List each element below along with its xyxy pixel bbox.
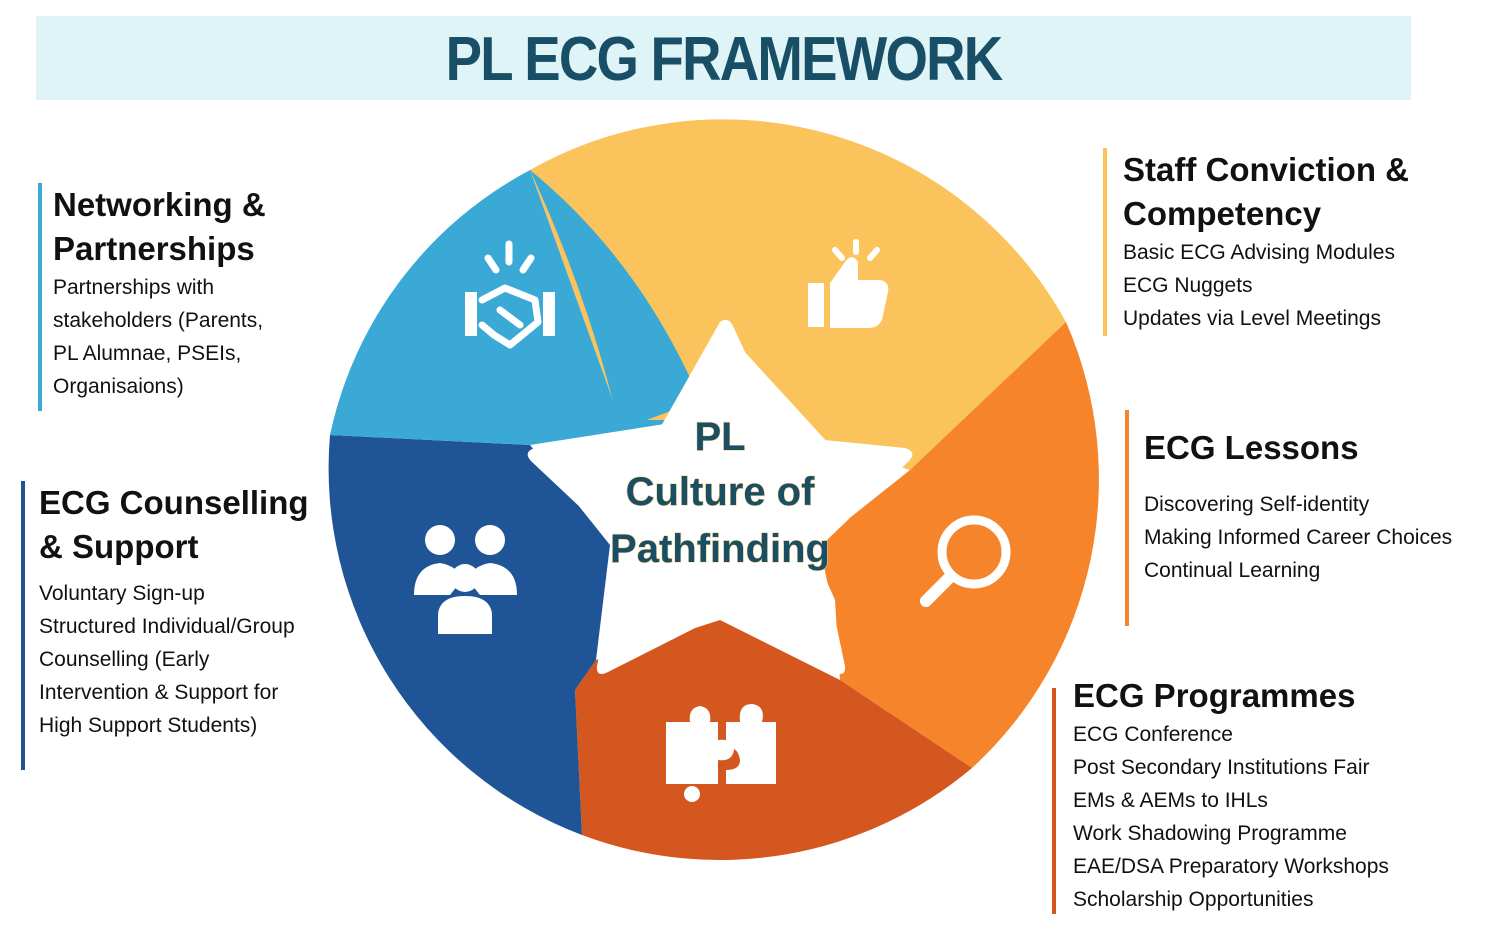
networking-list: Partnerships with stakeholders (Parents,… [53,271,308,403]
programmes-item: Work Shadowing Programme [1073,822,1347,845]
lessons-item: Making Informed Career Choices [1144,526,1453,549]
counselling-section: ECG Counselling & Support Voluntary Sign… [21,481,331,770]
lessons-accent-bar [1125,410,1129,626]
networking-item: Organisaions) [53,375,184,398]
programmes-list: ECG Conference Post Secondary Institutio… [1073,718,1432,916]
programmes-item: Scholarship Opportunities [1073,888,1314,911]
counselling-heading-line2: & Support [39,528,199,565]
staff-item: Updates via Level Meetings [1123,307,1381,330]
counselling-item: Voluntary Sign-up [39,582,205,605]
staff-section: Staff Conviction & Competency Basic ECG … [1103,148,1433,336]
staff-list: Basic ECG Advising Modules ECG Nuggets U… [1123,236,1433,335]
staff-heading-line1: Staff Conviction & [1123,151,1409,188]
staff-heading-line2: Competency [1123,195,1322,232]
segment-networking [330,170,690,445]
staff-item: Basic ECG Advising Modules [1123,241,1395,264]
networking-heading-line2: Partnerships [53,230,255,267]
lessons-item: Continual Learning [1144,559,1321,582]
networking-item: PL Alumnae, PSEIs, [53,342,242,365]
programmes-item: Post Secondary Institutions Fair [1073,756,1370,779]
networking-item: Partnerships with [53,276,215,299]
page-title: PL ECG FRAMEWORK [445,25,1004,94]
puzzle-icon [666,704,776,802]
handshake-icon [465,240,555,349]
center-text-line2: Culture of [626,470,816,514]
people-group-icon [414,525,517,634]
counselling-accent-bar [21,481,25,770]
counselling-item: Structured Individual/Group [39,615,295,638]
counselling-item: Counselling (Early [39,648,210,671]
networking-item: stakeholders (Parents, [53,309,264,332]
programmes-item: EMs & AEMs to IHLs [1073,789,1268,812]
center-star [527,319,913,674]
segment-ecg-counselling [328,435,610,835]
networking-section: Networking & Partnerships Partnerships w… [38,183,308,411]
thumbs-up-icon [808,239,889,328]
networking-accent-bar [38,183,42,411]
programmes-item: ECG Conference [1073,723,1233,746]
staff-item: ECG Nuggets [1123,274,1253,297]
counselling-item: Intervention & Support for [39,681,279,704]
programmes-heading: ECG Programmes [1073,677,1356,714]
center-text-line1: PL [694,415,745,459]
title-banner: PL ECG FRAMEWORK [36,16,1411,100]
magnifier-icon [920,515,1011,607]
lessons-item: Discovering Self-identity [1144,493,1370,516]
programmes-item: EAE/DSA Preparatory Workshops [1073,855,1389,878]
center-text-line3: Pathfinding [610,527,830,571]
counselling-item: High Support Students) [39,714,258,737]
networking-heading-line1: Networking & [53,186,266,223]
lessons-section: ECG Lessons Discovering Self-identity Ma… [1125,410,1485,626]
counselling-list: Voluntary Sign-up Structured Individual/… [39,577,331,742]
programmes-accent-bar [1052,688,1056,914]
staff-accent-bar [1103,148,1107,336]
segment-ecg-lessons [812,322,1099,768]
lessons-list: Discovering Self-identity Making Informe… [1144,488,1485,587]
counselling-heading-line1: ECG Counselling [39,484,309,521]
programmes-section: ECG Programmes ECG Conference Post Secon… [1052,677,1432,916]
lessons-heading: ECG Lessons [1144,429,1359,466]
